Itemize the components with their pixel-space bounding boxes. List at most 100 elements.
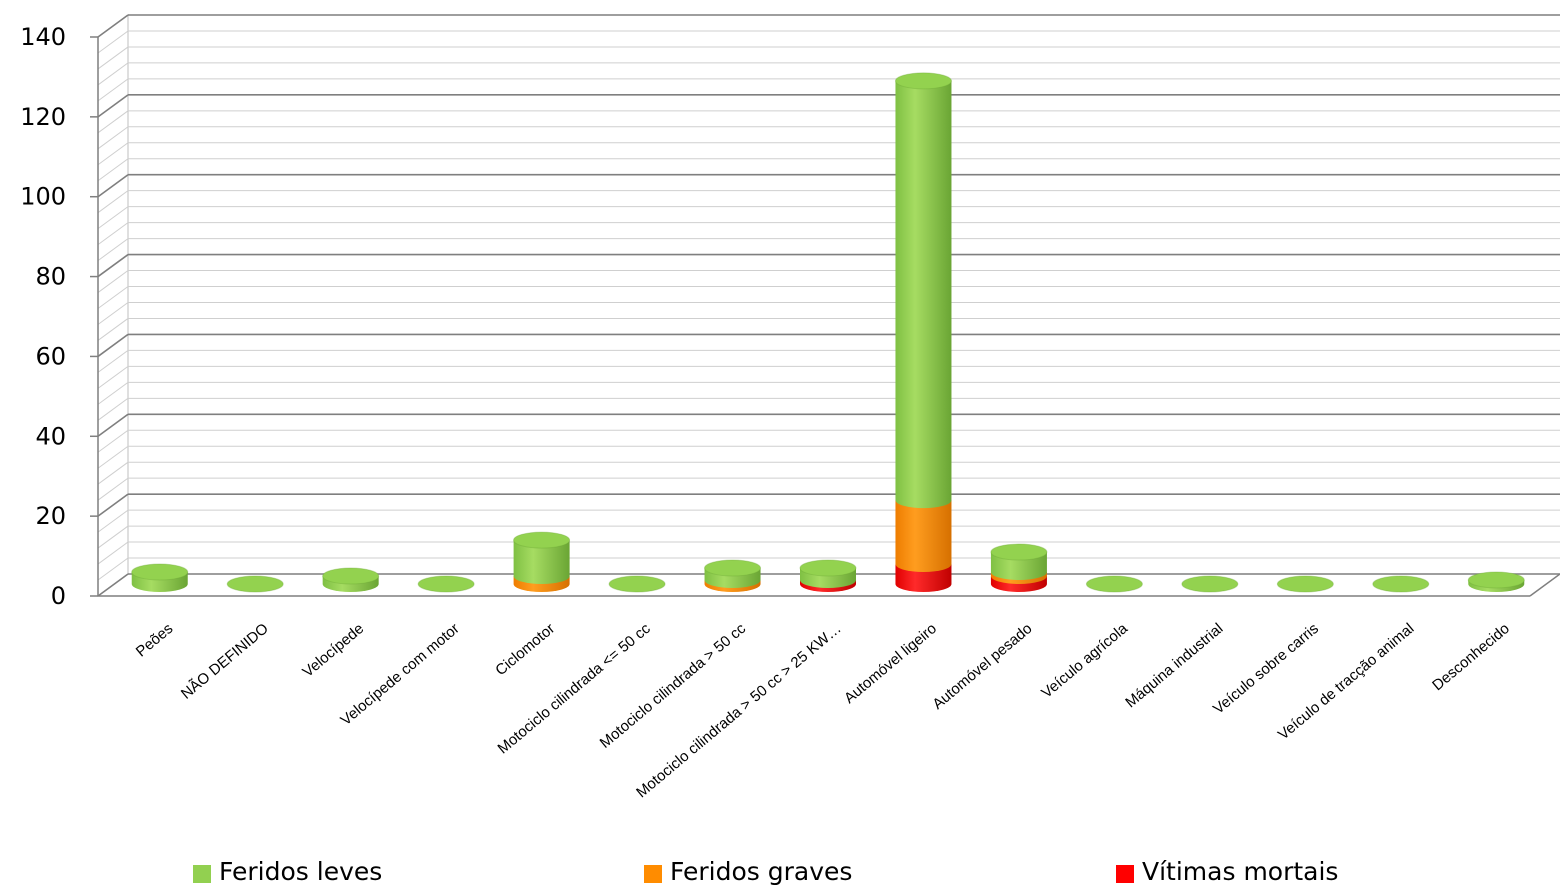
bar-cap [608,575,666,593]
y-tick-label: 20 [35,502,66,530]
gridline-side [97,286,129,309]
legend-item: Feridos graves [644,857,852,886]
bar-stack [226,575,284,593]
bar-stack [990,543,1048,592]
bar-cap [322,567,380,585]
bar-stack [1181,575,1239,593]
x-tick-label: Velocípede [299,620,367,681]
y-tick-label: 40 [35,422,66,450]
x-axis-depth [1529,573,1560,597]
gridline-side [97,253,129,278]
bar-stack [1372,575,1430,593]
y-tick-label: 80 [35,263,66,291]
x-tick-label: Automóvel ligeiro [841,620,940,707]
gridline-side [97,318,129,341]
legend-swatch [1116,865,1134,883]
gridline-side [97,174,129,198]
legend: Feridos leves Feridos graves Vítimas morta… [193,857,1338,886]
y-tick-label: 140 [20,23,66,51]
y-tick-label: 60 [35,342,66,370]
gridline-side [97,477,129,501]
gridline-side [97,445,129,469]
bar-cap [1276,575,1334,593]
gridline-side [97,493,129,517]
bar-stack [704,559,762,592]
bar-segment [990,552,1047,581]
legend-swatch [193,865,211,883]
bar-stack [417,575,475,593]
gridline-side [97,413,129,437]
gridline-side [97,365,129,389]
x-tick-label: Automóvel pesado [929,620,1035,713]
gridline-side [97,142,129,166]
gridline-side [97,509,129,533]
x-tick-label: Desconhecido [1429,620,1513,694]
legend-item: Vítimas mortais [1116,857,1338,886]
gridline-side [97,573,129,597]
gridline-side [97,302,129,325]
bar-cap [990,543,1048,561]
bar-segment [513,540,570,585]
x-tick-label: Ciclomotor [492,620,558,679]
gridline-side [97,14,129,38]
gridline-side [97,333,129,358]
gridline-side [97,62,129,86]
y-tick-label: 0 [51,582,66,610]
bar-stack [608,575,666,593]
bar-stack [131,563,189,592]
bar-cap [131,563,189,581]
bar-segment [895,564,952,592]
bar-cap [417,575,475,593]
bar-stack [322,567,380,592]
gridline-side [97,46,129,70]
bar-stack [513,531,571,592]
gridline-side [97,541,129,565]
x-tick-label: Veículo agrícola [1038,620,1131,702]
bar-segment [895,80,952,509]
gridline-side [97,397,129,421]
gridline-side [97,206,129,230]
bar-stack [799,559,857,592]
gridline-side [97,126,129,150]
grid [96,14,1560,597]
x-tick-label: Peões [133,620,177,660]
y-tick-label: 100 [20,183,66,211]
gridline-side [97,429,129,453]
legend-label: Feridos leves [219,857,382,886]
legend-item: Feridos leves [193,857,382,886]
x-tick-label: Máquina industrial [1122,620,1226,711]
legend-swatch [644,865,662,883]
bar-cap [704,559,762,577]
gridline-side [97,461,129,485]
gridline-side [97,222,129,246]
bar-stack [1276,575,1334,593]
bar-cap [799,559,857,577]
x-tick-label: Motociclo cilindrada > 50 cc > 25 KW… [633,620,844,801]
y-tick-label: 120 [20,103,66,131]
gridline-side [97,238,129,262]
gridline-side [97,270,129,293]
bar-segment [895,500,952,573]
gridline-side [97,94,129,118]
bar-cap [1181,575,1239,593]
bar-stack [894,72,952,592]
bars [131,72,1525,593]
gridline-side [97,525,129,549]
gridline-side [97,190,129,214]
gridline-side [97,381,129,405]
bar-cap [894,72,952,90]
x-tick-label: Veículo sobre carris [1210,620,1322,718]
bar-cap [1467,571,1525,589]
bar-stack [1085,575,1143,593]
bar-cap [226,575,284,593]
bar-cap [1085,575,1143,593]
x-tick-label: Motociclo cilindrada <= 50 cc [495,620,654,758]
bar-stack [1467,571,1525,592]
gridline-side [97,349,129,373]
gridline-side [97,30,129,54]
gridline-side [97,158,129,182]
legend-label: Feridos graves [670,857,852,886]
axes: 0 20 40 60 80 100 120 140 [20,23,1560,610]
bar-cap [1372,575,1430,593]
